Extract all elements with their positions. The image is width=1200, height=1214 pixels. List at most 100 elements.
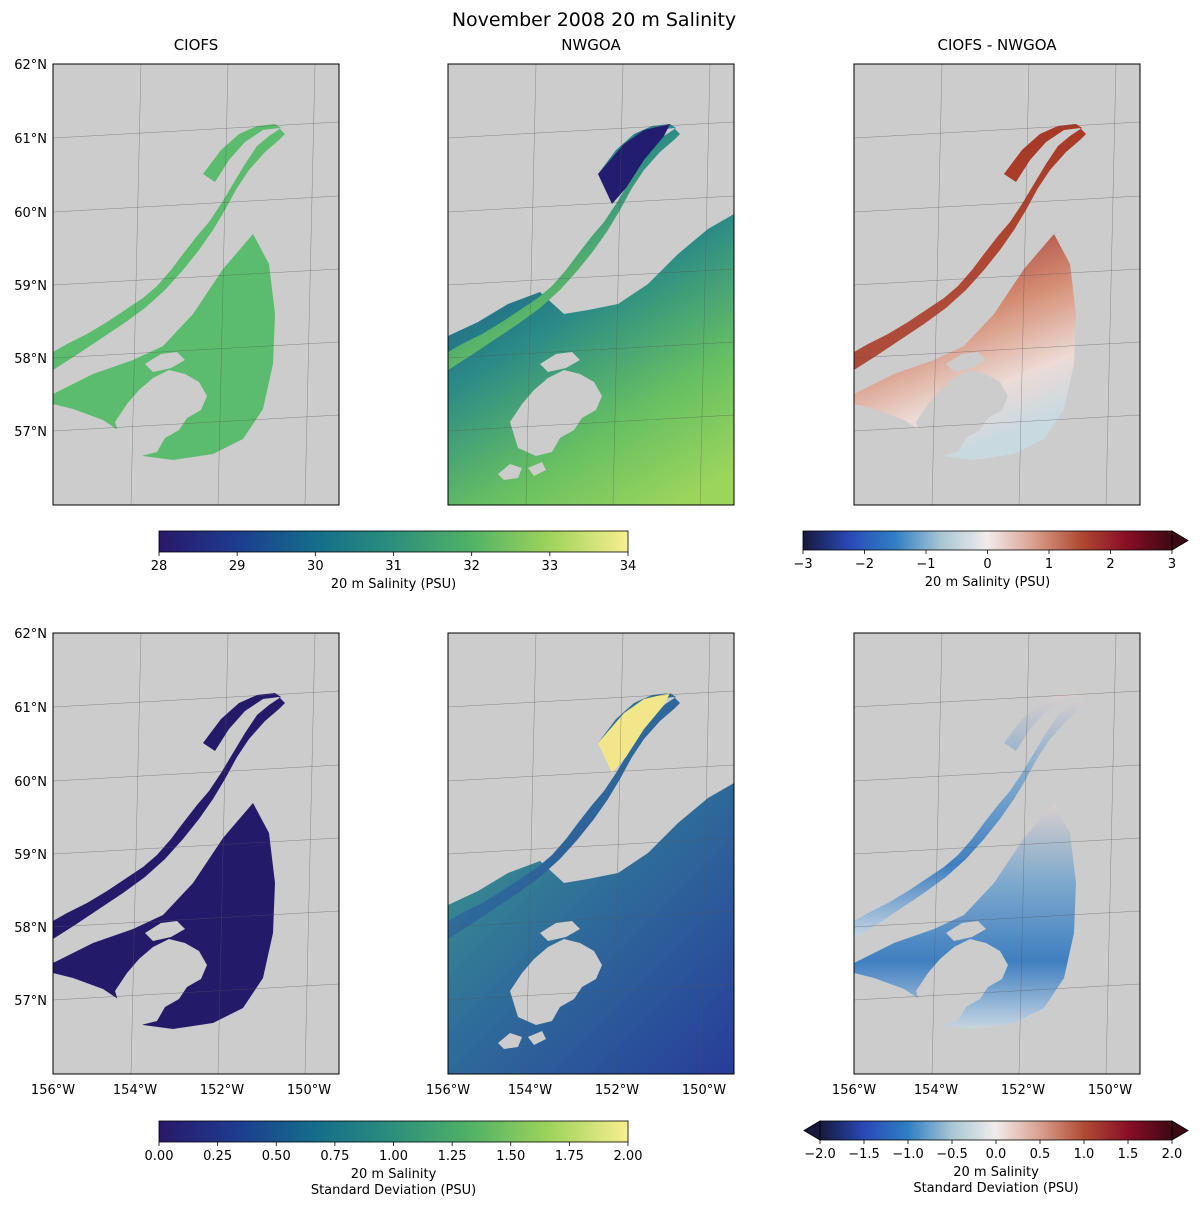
lat-tick-label: 57°N [14, 425, 47, 440]
colorbar-tick-label: 0.50 [262, 1149, 291, 1164]
small-islands [103, 462, 151, 480]
parallel-line [53, 910, 339, 928]
colorbar-tick-label: 34 [620, 559, 637, 574]
parallel-line [448, 983, 734, 1001]
parallel-line [448, 837, 734, 855]
extend-min-arrow [803, 1120, 821, 1141]
colorbar-std-diff: −2.0 −1.5 −1.0 −0.5 0.0 0.5 1.0 1.5 2.0 20 m Sali… [803, 1120, 1189, 1196]
parallel-line [448, 764, 734, 782]
lon-tick-label: 156°W [31, 1083, 75, 1098]
parallel-line [854, 690, 1140, 708]
lon-tick-label: 150°W [287, 1083, 331, 1098]
inlet-field [53, 124, 285, 370]
parallel-line [53, 414, 339, 432]
extend-max-arrow [1171, 1120, 1189, 1141]
panel-ciofs-std: 62°N 61°N 60°N 59°N 58°N 57°N 156°W 154°W 152°W 1… [14, 627, 340, 1098]
lat-tick-label: 60°N [14, 775, 47, 790]
inlet-field [854, 693, 1086, 939]
meridian-line [304, 633, 316, 1074]
extend-max-arrow [1171, 530, 1189, 551]
meridian-line [699, 633, 711, 1074]
colorbar-tick-label: 0.0 [986, 1147, 1007, 1162]
colorbar-salinity-diff: −3 −2 −1 0 1 2 3 20 m Salinity (PSU) [793, 530, 1189, 590]
lat-tick-label: 59°N [14, 279, 47, 294]
colorbar-tick-label: 0.25 [203, 1149, 232, 1164]
lon-tick-label: 152°W [595, 1083, 639, 1098]
meridian-line [130, 64, 142, 505]
lon-tick-label: 150°W [1088, 1083, 1132, 1098]
colorbar-tick-label: 1.0 [1074, 1147, 1095, 1162]
map-area [53, 64, 339, 505]
afognak-island [145, 921, 185, 941]
meridian-line [304, 64, 316, 505]
afognak-island [946, 921, 986, 941]
inlet-positive-diff [854, 124, 1086, 370]
small-islands [103, 1031, 151, 1049]
panel-title: CIOFS [174, 36, 219, 54]
inlet-field [448, 124, 680, 370]
panel-diff-mean: CIOFS - NWGOA [853, 36, 1141, 506]
lon-tick-label: 150°W [682, 1083, 726, 1098]
panel-frame [447, 632, 735, 1075]
meridian-line [525, 633, 537, 1074]
colorbar-tick-label: −2.0 [804, 1147, 836, 1162]
meridian-line [525, 64, 537, 505]
meridian-line [612, 633, 624, 1074]
parallel-line [448, 341, 734, 359]
colorbar-tick-label: −2 [855, 557, 874, 572]
lat-tick-label: 60°N [14, 206, 47, 221]
meridian-line [699, 64, 711, 505]
panel-frame [853, 63, 1141, 506]
salinity-field [53, 234, 275, 460]
inlet-low-salinity [598, 124, 670, 204]
parallel-line [448, 195, 734, 213]
kodiak-island [916, 370, 1008, 456]
kodiak-island [510, 939, 602, 1025]
small-islands [498, 1031, 546, 1049]
parallel-line [53, 195, 339, 213]
map-area [53, 633, 339, 1074]
inlet-field [53, 693, 285, 939]
afognak-island [540, 921, 580, 941]
panel-title: NWGOA [561, 36, 621, 54]
inlet-high-std [598, 693, 670, 773]
parallel-line [53, 983, 339, 1001]
lon-tick-label: 156°W [832, 1083, 876, 1098]
map-panels: CIOFS 62°N 61°N 60°N 59°N 58°N 57°N NWGOA CIOFS … [14, 36, 1141, 1098]
parallel-line [854, 121, 1140, 139]
panel-diff-std: 156°W 154°W 152°W 150°W [832, 632, 1141, 1098]
parallel-line [854, 837, 1140, 855]
colorbar-tick-label: 0.5 [1030, 1147, 1051, 1162]
colorbar-tick-label: 31 [385, 559, 402, 574]
lon-tick-label: 152°W [1001, 1083, 1045, 1098]
colorbar-tick-label: −1 [916, 557, 935, 572]
colorbar-tick-label: −0.5 [936, 1147, 968, 1162]
meridian-line [1105, 64, 1117, 505]
panel-title: CIOFS - NWGOA [937, 36, 1057, 54]
parallel-line [854, 764, 1140, 782]
salinity-field [53, 803, 275, 1029]
lon-tick-label: 154°W [508, 1083, 552, 1098]
colorbar-tick-label: 29 [229, 559, 246, 574]
lon-tick-label: 154°W [113, 1083, 157, 1098]
colorbar-tick-label: 28 [151, 559, 168, 574]
colorbar-tick-label: 2.0 [1162, 1147, 1183, 1162]
salinity-field [854, 803, 1076, 1029]
lat-tick-label: 58°N [14, 352, 47, 367]
colorbar-tick-label: −3 [793, 557, 812, 572]
parallel-line [53, 690, 339, 708]
colorbar-tick-label: 2.00 [614, 1149, 643, 1164]
colorbar-tick-label: 1.00 [379, 1149, 408, 1164]
meridian-line [612, 64, 624, 505]
parallel-line [854, 983, 1140, 1001]
colorbar-tick-label: 30 [307, 559, 324, 574]
colorbar-ramp [819, 1120, 1173, 1141]
colorbar-tick-label: 3 [1168, 557, 1176, 572]
colorbar-label: 20 m Salinity (PSU) [331, 577, 456, 592]
parallel-line [854, 268, 1140, 286]
parallel-line [448, 414, 734, 432]
parallel-line [53, 837, 339, 855]
meridian-line [1018, 633, 1030, 1074]
lat-tick-label: 62°N [14, 58, 47, 73]
parallel-line [448, 268, 734, 286]
